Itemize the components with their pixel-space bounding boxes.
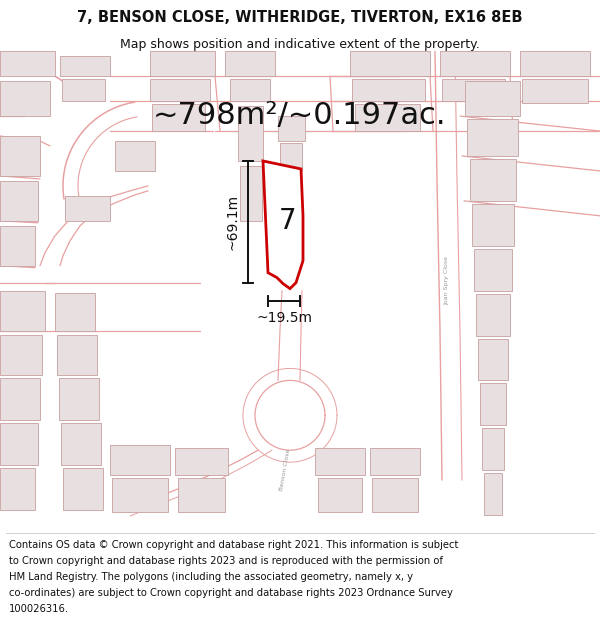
- Polygon shape: [0, 468, 35, 510]
- Text: ~798m²/~0.197ac.: ~798m²/~0.197ac.: [153, 101, 447, 130]
- Text: 7, BENSON CLOSE, WITHERIDGE, TIVERTON, EX16 8EB: 7, BENSON CLOSE, WITHERIDGE, TIVERTON, E…: [77, 10, 523, 25]
- Polygon shape: [152, 104, 205, 131]
- Polygon shape: [178, 478, 225, 512]
- Polygon shape: [467, 119, 518, 156]
- Polygon shape: [61, 423, 101, 465]
- Polygon shape: [0, 378, 40, 420]
- Polygon shape: [0, 51, 55, 76]
- Polygon shape: [263, 161, 303, 289]
- Polygon shape: [476, 294, 510, 336]
- Polygon shape: [370, 448, 420, 475]
- Text: 7: 7: [279, 207, 297, 235]
- Polygon shape: [0, 181, 38, 221]
- Polygon shape: [230, 79, 270, 101]
- Polygon shape: [0, 136, 40, 176]
- Polygon shape: [175, 448, 228, 475]
- Polygon shape: [59, 378, 99, 420]
- Polygon shape: [0, 423, 38, 465]
- Text: Contains OS data © Crown copyright and database right 2021. This information is : Contains OS data © Crown copyright and d…: [9, 539, 458, 549]
- Polygon shape: [62, 79, 105, 101]
- Polygon shape: [470, 159, 516, 201]
- Polygon shape: [482, 428, 504, 470]
- Polygon shape: [278, 116, 305, 141]
- Polygon shape: [352, 79, 425, 101]
- Polygon shape: [350, 51, 430, 76]
- Text: Map shows position and indicative extent of the property.: Map shows position and indicative extent…: [120, 39, 480, 51]
- Polygon shape: [238, 106, 263, 161]
- Polygon shape: [63, 468, 103, 510]
- Polygon shape: [60, 56, 110, 76]
- Polygon shape: [355, 104, 420, 131]
- Polygon shape: [472, 204, 514, 246]
- Text: to Crown copyright and database rights 2023 and is reproduced with the permissio: to Crown copyright and database rights 2…: [9, 556, 443, 566]
- Polygon shape: [442, 79, 505, 101]
- Polygon shape: [65, 196, 110, 221]
- Polygon shape: [240, 166, 262, 221]
- Polygon shape: [440, 51, 510, 76]
- Polygon shape: [0, 291, 45, 331]
- Text: ~69.1m: ~69.1m: [226, 194, 240, 250]
- Polygon shape: [150, 79, 210, 101]
- Polygon shape: [480, 383, 506, 425]
- Polygon shape: [478, 339, 508, 381]
- Polygon shape: [115, 141, 155, 171]
- Polygon shape: [315, 448, 365, 475]
- Polygon shape: [57, 334, 97, 376]
- Text: 100026316.: 100026316.: [9, 604, 69, 614]
- Text: HM Land Registry. The polygons (including the associated geometry, namely x, y: HM Land Registry. The polygons (includin…: [9, 572, 413, 582]
- Polygon shape: [465, 81, 520, 116]
- Polygon shape: [55, 292, 95, 331]
- Polygon shape: [0, 226, 35, 266]
- Polygon shape: [318, 478, 362, 512]
- Text: Benson Close: Benson Close: [279, 449, 291, 491]
- Polygon shape: [110, 445, 170, 475]
- Polygon shape: [474, 249, 512, 291]
- Text: co-ordinates) are subject to Crown copyright and database rights 2023 Ordnance S: co-ordinates) are subject to Crown copyr…: [9, 588, 453, 598]
- Polygon shape: [280, 143, 302, 171]
- Polygon shape: [112, 478, 168, 512]
- Polygon shape: [372, 478, 418, 512]
- Polygon shape: [150, 51, 215, 76]
- Polygon shape: [0, 81, 50, 116]
- Polygon shape: [484, 473, 502, 515]
- Text: Joan Spry Close: Joan Spry Close: [445, 256, 449, 305]
- Polygon shape: [520, 51, 590, 76]
- Polygon shape: [0, 334, 42, 376]
- Text: ~19.5m: ~19.5m: [256, 311, 312, 324]
- Polygon shape: [225, 51, 275, 76]
- Polygon shape: [522, 79, 588, 103]
